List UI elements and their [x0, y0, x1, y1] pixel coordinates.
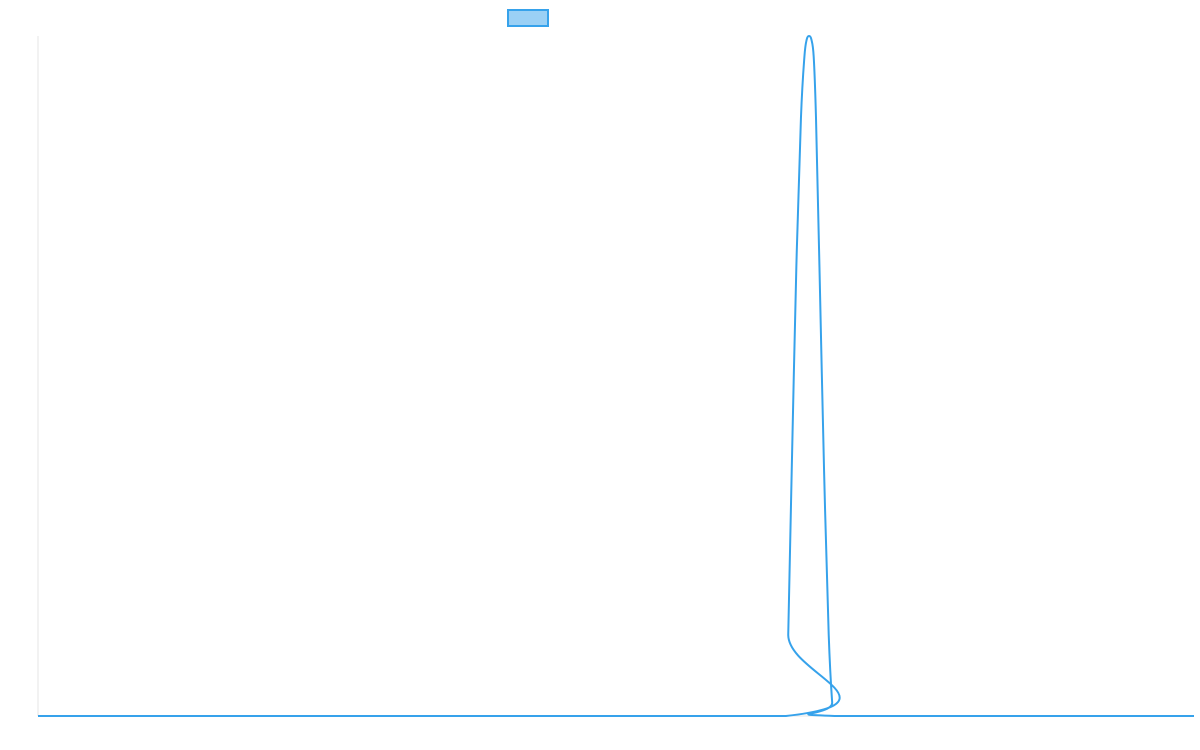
series-layer	[38, 35, 1194, 718]
legend-swatch-0[interactable]	[507, 9, 549, 27]
series-line-0[interactable]	[38, 35, 1194, 718]
legend[interactable]	[507, 9, 549, 27]
